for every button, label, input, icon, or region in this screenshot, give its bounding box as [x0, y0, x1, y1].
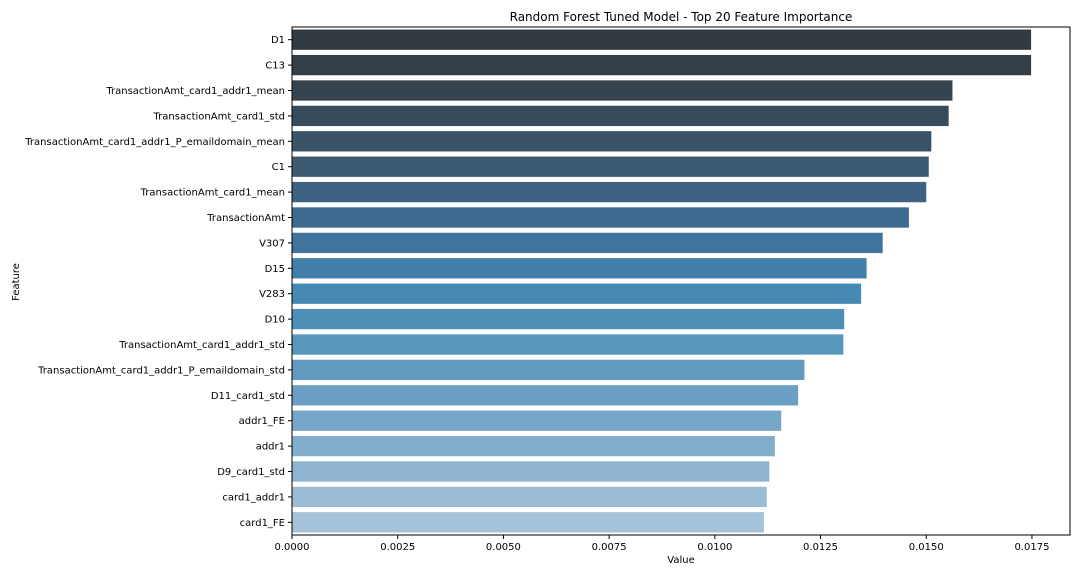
y-tick-label: C1	[272, 162, 285, 173]
x-tick-label: 0.0000	[275, 542, 310, 553]
bar-card1_FE	[292, 512, 764, 533]
bar-D1	[292, 29, 1032, 50]
y-tick-label: TransactionAmt_card1_mean	[140, 188, 285, 199]
bar-addr1_FE	[292, 410, 782, 431]
bar-D10	[292, 308, 845, 330]
y-ticks	[288, 39, 292, 523]
plot-frame	[291, 26, 1071, 536]
y-tick-label: addr1	[256, 442, 285, 453]
bar-TransactionAmt_card1_addr1_std	[292, 334, 844, 355]
bars-group	[292, 29, 1032, 533]
x-ticks: 0.0000 0.0025 0.0050 0.0075 0.0100 0.0125 0.01…	[275, 535, 1049, 553]
y-axis-label: Feature	[11, 263, 22, 301]
y-tick-label: D9_card1_std	[217, 467, 285, 478]
x-tick-label: 0.0150	[909, 542, 944, 553]
bar-TransactionAmt	[292, 207, 909, 228]
bar-TransactionAmt_card1_addr1_mean	[292, 80, 953, 101]
bar-C13	[292, 54, 1032, 76]
y-tick-label: TransactionAmt_card1_addr1_mean	[105, 86, 285, 97]
y-tick-label: D15	[265, 264, 285, 275]
y-tick-label: V307	[259, 238, 285, 249]
chart-title: Random Forest Tuned Model - Top 20 Featu…	[510, 10, 853, 24]
y-tick-label: TransactionAmt_card1_std	[153, 111, 285, 122]
x-tick-label: 0.0175	[1014, 542, 1049, 553]
y-tick-label: TransactionAmt_card1_addr1_P_emaildomain…	[37, 365, 285, 376]
y-tick-labels: D1 C13 TransactionAmt_card1_addr1_mean Tran…	[24, 35, 285, 529]
x-axis-label: Value	[667, 555, 694, 566]
bar-D11_card1_std	[292, 385, 799, 406]
bar-card1_addr1	[292, 486, 767, 508]
bar-TransactionAmt_card1_mean	[292, 181, 927, 203]
bar-TransactionAmt_card1_std	[292, 105, 949, 127]
y-tick-label: D1	[271, 35, 285, 46]
y-tick-label: TransactionAmt_card1_addr1_P_emaildomain…	[24, 137, 285, 148]
bar-D9_card1_std	[292, 461, 770, 482]
y-tick-label: TransactionAmt	[206, 213, 285, 224]
x-tick-label: 0.0050	[486, 542, 521, 553]
x-tick-label: 0.0100	[697, 542, 732, 553]
y-tick-label: V283	[259, 289, 285, 300]
y-tick-label: C13	[265, 61, 285, 72]
x-tick-label: 0.0125	[803, 542, 838, 553]
bar-V283	[292, 283, 862, 304]
bar-D15	[292, 258, 867, 279]
bar-addr1	[292, 435, 775, 457]
y-tick-label: TransactionAmt_card1_addr1_std	[118, 340, 285, 351]
y-tick-label: card1_addr1	[222, 492, 285, 503]
y-tick-label: D10	[265, 315, 285, 326]
y-tick-label: addr1_FE	[239, 416, 285, 427]
bar-TransactionAmt_card1_addr1_P_emaildomain_mean	[292, 131, 932, 152]
bar-V307	[292, 232, 883, 254]
y-tick-label: D11_card1_std	[211, 391, 285, 402]
x-tick-label: 0.0025	[380, 542, 415, 553]
y-tick-label: card1_FE	[240, 518, 285, 529]
bar-TransactionAmt_card1_addr1_P_emaildomain_std	[292, 359, 805, 381]
bar-C1	[292, 156, 929, 177]
x-tick-label: 0.0075	[592, 542, 627, 553]
